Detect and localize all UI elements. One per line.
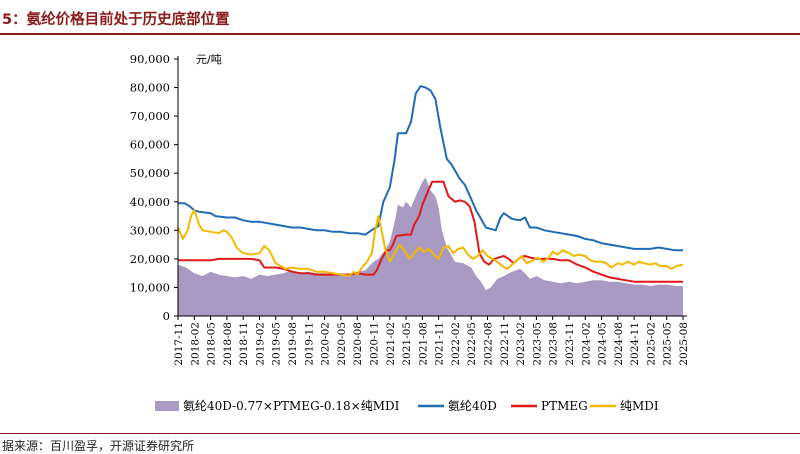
x-tick-label: 2018-02 xyxy=(189,322,201,366)
y-tick-label: 60,000 xyxy=(130,138,170,152)
x-tick-label: 2019-05 xyxy=(271,322,283,366)
legend-label: 氨纶40D xyxy=(448,399,497,413)
y-tick-label: 10,000 xyxy=(130,280,170,294)
x-tick-label: 2020-02 xyxy=(320,322,332,366)
x-tick-label: 2024-08 xyxy=(613,322,625,366)
x-tick-label: 2025-02 xyxy=(645,322,657,366)
y-tick-label: 20,000 xyxy=(130,252,170,266)
y-tick-label: 90,000 xyxy=(130,52,170,66)
legend-label: 氨纶40D-0.77×PTMEG-0.18×纯MDI xyxy=(183,399,400,413)
x-tick-label: 2020-08 xyxy=(352,322,364,366)
x-tick-label: 2024-05 xyxy=(597,322,609,366)
series-line-1 xyxy=(178,85,683,252)
x-tick-label: 2023-05 xyxy=(531,322,543,366)
y-unit-label: 元/吨 xyxy=(196,53,222,66)
x-tick-label: 2020-11 xyxy=(369,322,381,366)
series-area-0 xyxy=(178,177,683,316)
x-tick-label: 2023-02 xyxy=(515,322,527,366)
x-tick-label: 2022-05 xyxy=(466,322,478,366)
x-tick-label: 2022-02 xyxy=(450,322,462,366)
x-tick-label: 2023-08 xyxy=(548,322,560,366)
x-tick-label: 2023-11 xyxy=(564,322,576,366)
x-tick-label: 2017-11 xyxy=(173,322,185,366)
x-tick-label: 2018-05 xyxy=(206,322,218,366)
legend-item-0: 氨纶40D-0.77×PTMEG-0.18×纯MDI xyxy=(155,399,400,413)
y-tick-label: 30,000 xyxy=(130,223,170,237)
legend-item-1: 氨纶40D xyxy=(418,399,497,413)
legend-label: PTMEG xyxy=(541,399,588,413)
header-divider xyxy=(0,33,800,35)
x-tick-label: 2020-05 xyxy=(336,322,348,366)
legend-item-3: 纯MDI xyxy=(590,399,659,413)
legend-item-2: PTMEG xyxy=(511,399,588,413)
x-tick-label: 2019-08 xyxy=(287,322,299,366)
x-tick-label: 2024-11 xyxy=(629,322,641,366)
axes: 0 10,000 20,000 30,000 40,000 50,000 60,000 70,… xyxy=(130,52,690,366)
data-source-note: 据来源：百川盈孚，开源证券研究所 xyxy=(2,439,195,453)
x-tick-label: 2021-02 xyxy=(385,322,397,366)
x-tick-label: 2019-02 xyxy=(255,322,267,366)
figure-header: 5：氨纶价格目前处于历史底部位置 xyxy=(0,0,800,36)
x-tick-label: 2024-02 xyxy=(580,322,592,366)
y-tick-label: 70,000 xyxy=(130,109,170,123)
legend: 氨纶40D-0.77×PTMEG-0.18×纯MDI 氨纶40D PTMEG 纯MDI xyxy=(155,399,659,413)
footer-divider xyxy=(0,433,800,434)
figure-title: 5：氨纶价格目前处于历史底部位置 xyxy=(2,12,230,28)
x-tick-label: 2025-08 xyxy=(678,322,690,366)
x-tick-label: 2022-08 xyxy=(483,322,495,366)
legend-label: 纯MDI xyxy=(620,399,659,413)
x-tick-label: 2025-05 xyxy=(662,322,674,366)
x-tick-label: 2021-05 xyxy=(401,322,413,366)
series-line-2 xyxy=(178,180,683,283)
series-line-3 xyxy=(177,209,684,277)
x-tick-label: 2021-11 xyxy=(434,322,446,366)
y-tick-label: 40,000 xyxy=(130,195,170,209)
legend-swatch xyxy=(155,401,179,411)
x-tick-label: 2022-11 xyxy=(499,322,511,366)
price-chart: 0 10,000 20,000 30,000 40,000 50,000 60,000 70,… xyxy=(130,52,690,413)
y-tick-label: 50,000 xyxy=(130,166,170,180)
x-tick-label: 2019-11 xyxy=(303,322,315,366)
x-tick-label: 2018-08 xyxy=(222,322,234,366)
y-tick-label: 0 xyxy=(163,309,170,323)
y-tick-label: 80,000 xyxy=(130,81,170,95)
plot-area xyxy=(177,85,684,316)
x-tick-label: 2018-11 xyxy=(238,322,250,366)
x-tick-label: 2021-08 xyxy=(417,322,429,366)
